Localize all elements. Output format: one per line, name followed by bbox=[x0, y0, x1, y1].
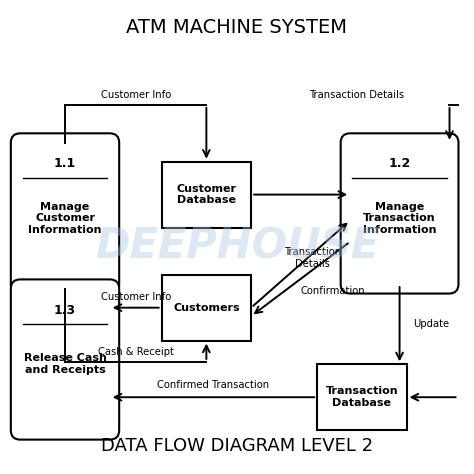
Text: Cash & Receipt: Cash & Receipt bbox=[98, 346, 173, 356]
FancyBboxPatch shape bbox=[317, 364, 407, 430]
Text: Manage
Transaction
Information: Manage Transaction Information bbox=[363, 201, 437, 235]
Text: Customers: Customers bbox=[173, 303, 240, 313]
FancyBboxPatch shape bbox=[11, 133, 119, 293]
Text: Customer Info: Customer Info bbox=[100, 90, 171, 100]
Text: Customer Info: Customer Info bbox=[100, 292, 171, 302]
Text: ATM MACHINE SYSTEM: ATM MACHINE SYSTEM bbox=[127, 18, 347, 37]
FancyBboxPatch shape bbox=[11, 279, 119, 439]
Text: 1.1: 1.1 bbox=[54, 157, 76, 171]
Text: DATA FLOW DIAGRAM LEVEL 2: DATA FLOW DIAGRAM LEVEL 2 bbox=[101, 437, 373, 455]
Text: Transaction
Database: Transaction Database bbox=[326, 386, 398, 408]
Text: Transaction Details: Transaction Details bbox=[309, 90, 404, 100]
FancyBboxPatch shape bbox=[341, 133, 458, 293]
Text: Confirmation: Confirmation bbox=[301, 286, 365, 296]
Text: Confirmed Transaction: Confirmed Transaction bbox=[157, 381, 270, 391]
Text: Manage
Customer
Information: Manage Customer Information bbox=[28, 201, 102, 235]
Text: 1.3: 1.3 bbox=[54, 303, 76, 317]
Text: Release Cash
and Receipts: Release Cash and Receipts bbox=[24, 354, 107, 375]
Text: 1.2: 1.2 bbox=[389, 157, 410, 171]
Text: Transaction
Details: Transaction Details bbox=[284, 247, 341, 269]
Text: DEEPHOUSE: DEEPHOUSE bbox=[95, 226, 379, 267]
FancyBboxPatch shape bbox=[162, 275, 251, 341]
Text: Update: Update bbox=[413, 319, 449, 329]
FancyBboxPatch shape bbox=[162, 162, 251, 228]
Text: Customer
Database: Customer Database bbox=[176, 184, 237, 205]
